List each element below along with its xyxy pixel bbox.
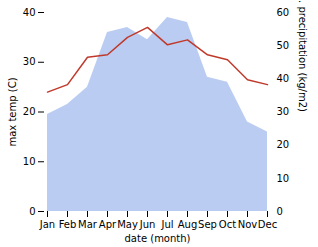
svg-text:Jan: Jan (39, 219, 55, 230)
svg-text:0: 0 (277, 206, 283, 217)
svg-text:Jun: Jun (139, 219, 156, 230)
svg-text:Aug: Aug (178, 219, 198, 230)
svg-text:date (month): date (month) (125, 233, 191, 244)
svg-text:Dec: Dec (258, 219, 277, 230)
svg-text:10: 10 (23, 156, 36, 167)
svg-text:Nov: Nov (238, 219, 258, 230)
svg-text:max temp (C): max temp (C) (7, 77, 18, 146)
svg-text:Mar: Mar (78, 219, 98, 230)
svg-text:30: 30 (23, 56, 36, 67)
svg-text:20: 20 (23, 106, 36, 117)
svg-text:50: 50 (277, 40, 290, 51)
svg-text:20: 20 (277, 139, 290, 150)
svg-text:Sep: Sep (198, 219, 217, 230)
svg-text:Jul: Jul (160, 219, 173, 230)
svg-text:40: 40 (23, 7, 36, 18)
svg-text:Oct: Oct (219, 219, 236, 230)
svg-text:10: 10 (277, 173, 290, 184)
svg-text:30: 30 (277, 106, 290, 117)
svg-text:Feb: Feb (59, 219, 77, 230)
svg-text:0: 0 (29, 206, 35, 217)
svg-text:Apr: Apr (99, 219, 117, 230)
svg-text:med. precipitation (kg/m2): med. precipitation (kg/m2) (297, 0, 308, 112)
svg-text:May: May (117, 219, 138, 230)
svg-text:40: 40 (277, 73, 290, 84)
svg-text:60: 60 (277, 7, 290, 18)
